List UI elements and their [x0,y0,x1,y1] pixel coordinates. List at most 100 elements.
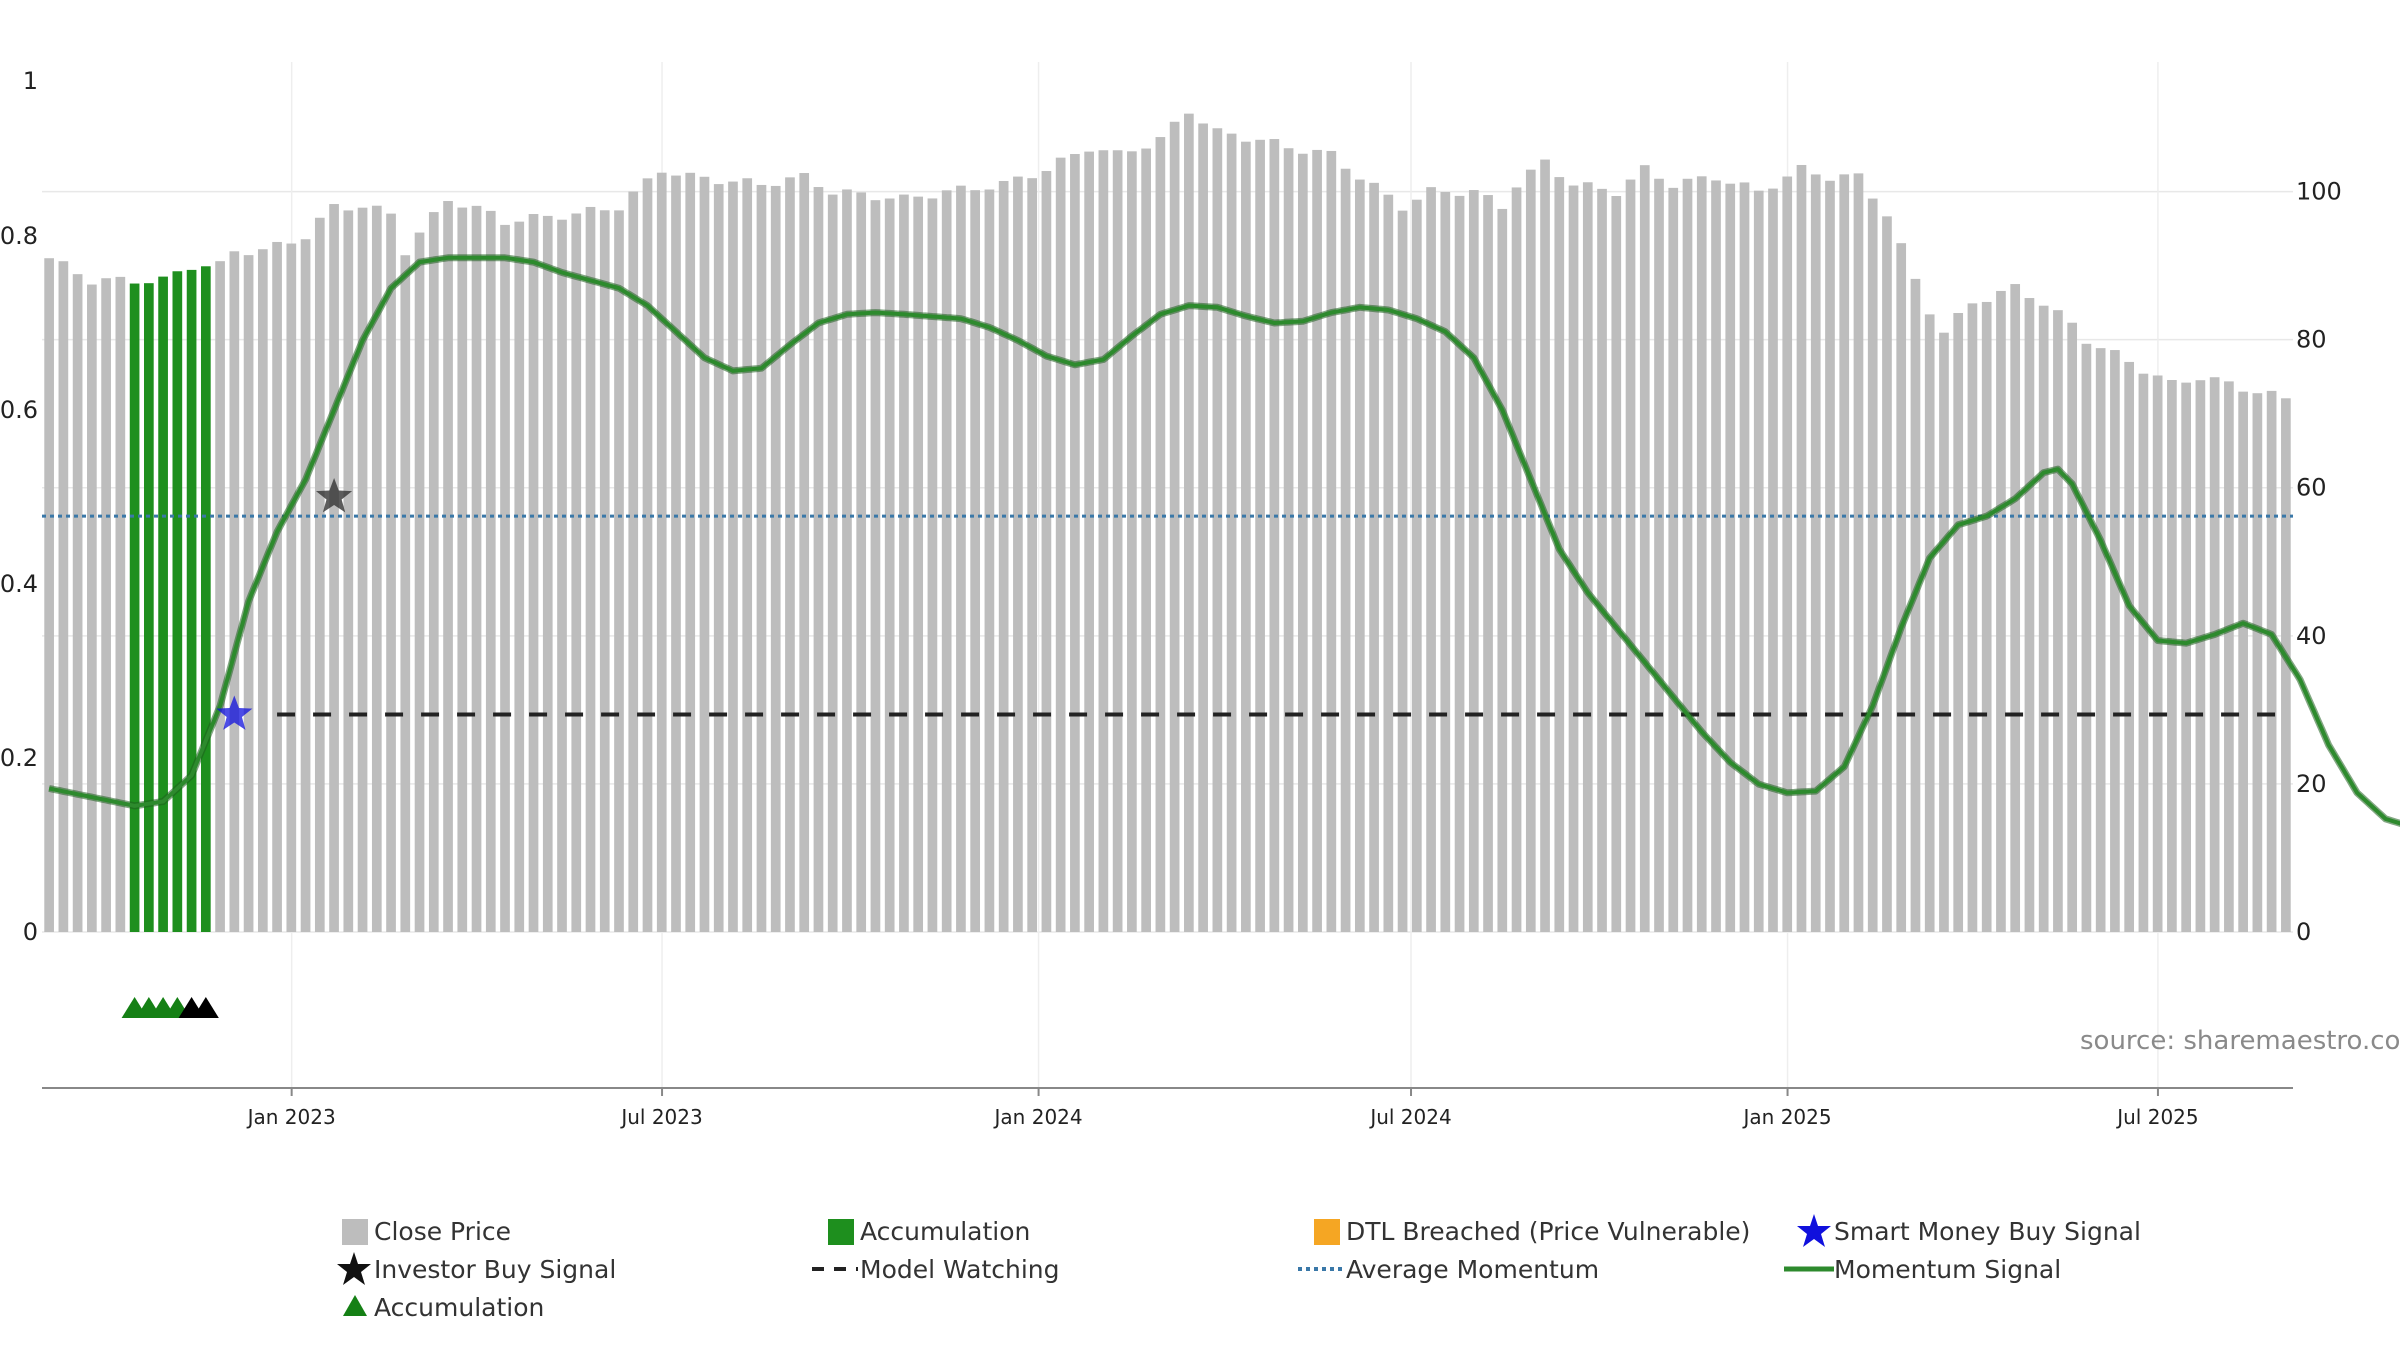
accumulation-bar [144,283,154,932]
close-price-bar [842,189,852,933]
close-price-bar [2167,379,2177,932]
close-price-bar [956,185,966,932]
y-right-tick-label: 100 [2296,178,2342,206]
close-price-bar [1269,139,1280,933]
close-price-bar [2110,350,2120,932]
close-price-bar [1483,195,1493,932]
close-price-bar [1696,176,1707,932]
close-price-bar [1953,313,1964,932]
close-price-bar [1810,174,1821,932]
close-price-bar [2281,398,2291,932]
close-price-bar [1967,303,1978,933]
legend-investor-buy: Investor Buy Signal [320,1250,616,1288]
close-price-bar [1582,182,1593,932]
close-price-bar [371,205,382,932]
close-price-bar [1241,141,1251,933]
x-tick-label: Jul 2023 [619,1105,702,1129]
close-price-bar [1611,196,1622,932]
close-price-bar [1568,185,1579,932]
close-price-bar [998,180,1009,932]
close-price-bar [343,210,354,933]
close-price-bar [1796,164,1807,933]
close-price-bar [2081,343,2092,932]
close-price-bar [1910,278,1921,932]
y-left-tick-label: 0.8 [0,222,38,250]
close-price-bar [1212,128,1223,933]
close-price-bar [599,210,610,933]
close-price-bar [1825,180,1835,932]
close-price-bar [1981,301,1992,932]
close-price-bar [2124,361,2135,933]
close-price-bar [557,219,567,932]
accumulation-bar [186,269,197,933]
x-tick-label: Jul 2025 [2115,1105,2198,1129]
close-price-bar [1112,150,1123,932]
close-price-bar [1454,195,1465,932]
close-price-bar [970,190,981,933]
close-price-bar [115,276,126,933]
accumulation-bar [200,266,211,933]
close-price-bar [1682,178,1693,933]
close-price-bar [884,198,895,933]
close-price-bar [2224,381,2234,932]
close-price-bar [1511,187,1522,933]
accumulation-bar [129,283,140,932]
close-price-bar [1226,133,1237,932]
close-price-bar [1711,180,1721,932]
investor-star-marker [316,478,353,513]
close-price-bar [756,184,767,932]
close-price-bar [642,178,653,932]
accumulation-bar [172,271,183,932]
close-price-bar [2024,298,2035,932]
close-price-bar [1397,210,1408,932]
legend-dtl-breached: DTL Breached (Price Vulnerable) [1292,1212,1750,1250]
momentum-signal-line [48,255,2400,826]
close-price-bar [2252,393,2263,932]
close-price-bar [799,173,810,933]
close-price-bar [899,194,909,933]
close-price-bar [428,212,439,933]
close-price-bar [2053,310,2063,932]
close-price-bar [2038,305,2049,932]
close-price-bar [1739,182,1750,932]
close-price-bar [101,278,111,932]
legend-dtl-swatch [1292,1212,1346,1250]
close-price-bar [1924,314,1935,932]
close-price-bar [870,200,881,932]
close-price-bar [1169,121,1180,932]
close-price-bar [984,189,995,932]
close-price-bar [2010,284,2021,932]
close-price-bar [357,207,368,932]
close-price-bar [1055,157,1066,933]
close-price-bar [1853,173,1864,932]
close-price-bar [2138,373,2149,932]
axes: Jan 2023 Jul 2023 Jan 2024 Jul 2024 Jan 2025… [0,67,2342,1129]
close-price-bar [770,185,781,932]
close-price-bar [585,206,596,932]
close-price-bar [728,181,738,933]
close-price-bar [72,274,83,933]
close-price-bar [1625,179,1636,932]
close-price-bar [1070,154,1080,933]
close-price-bar [457,207,468,932]
legend: Close Price Accumulation DTL Breached (P… [320,1212,2220,1332]
accumulation-bar [158,276,168,933]
accumulation-triangle-marker [192,997,219,1018]
close-price-bar [300,239,311,932]
close-price-bar [1468,190,1479,933]
close-price-bar [514,221,525,932]
close-price-bar [1597,188,1607,932]
close-price-bar [614,210,624,932]
close-price-bar [215,261,225,932]
close-price-bar [1340,168,1351,933]
close-price-bar [1155,137,1166,933]
close-price-bar [2209,377,2220,932]
close-price-bar [1312,149,1322,932]
close-price-bar [1440,191,1451,933]
close-price-bar [1996,290,2006,932]
close-price-bar [856,192,867,932]
close-price-bar [414,232,425,932]
close-price-bar [2181,382,2191,932]
close-price-bar [1383,194,1394,933]
